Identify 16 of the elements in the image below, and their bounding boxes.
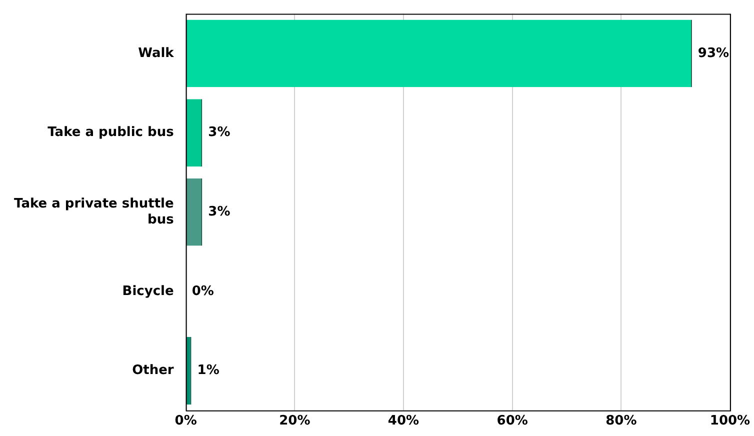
x-tick-label: 60%	[496, 414, 528, 429]
y-tick-label: Take a private shuttle bus	[14, 196, 174, 228]
data-label: 3%	[208, 125, 230, 140]
data-label: 0%	[192, 284, 214, 299]
y-tick-label: Other	[132, 363, 174, 378]
y-tick-label: Walk	[138, 46, 174, 61]
data-label: 1%	[197, 363, 220, 378]
y-tick-label: Bicycle	[122, 284, 174, 299]
x-tick-label: 80%	[606, 414, 637, 429]
data-label: 3%	[208, 204, 230, 220]
data-label: 93%	[698, 46, 730, 61]
x-tick-label: 0%	[174, 414, 197, 429]
x-tick-label: 40%	[388, 414, 420, 429]
x-tick-label: 100%	[710, 414, 750, 429]
y-tick-label: Take a public bus	[48, 125, 174, 140]
x-tick-label: 20%	[279, 414, 310, 429]
